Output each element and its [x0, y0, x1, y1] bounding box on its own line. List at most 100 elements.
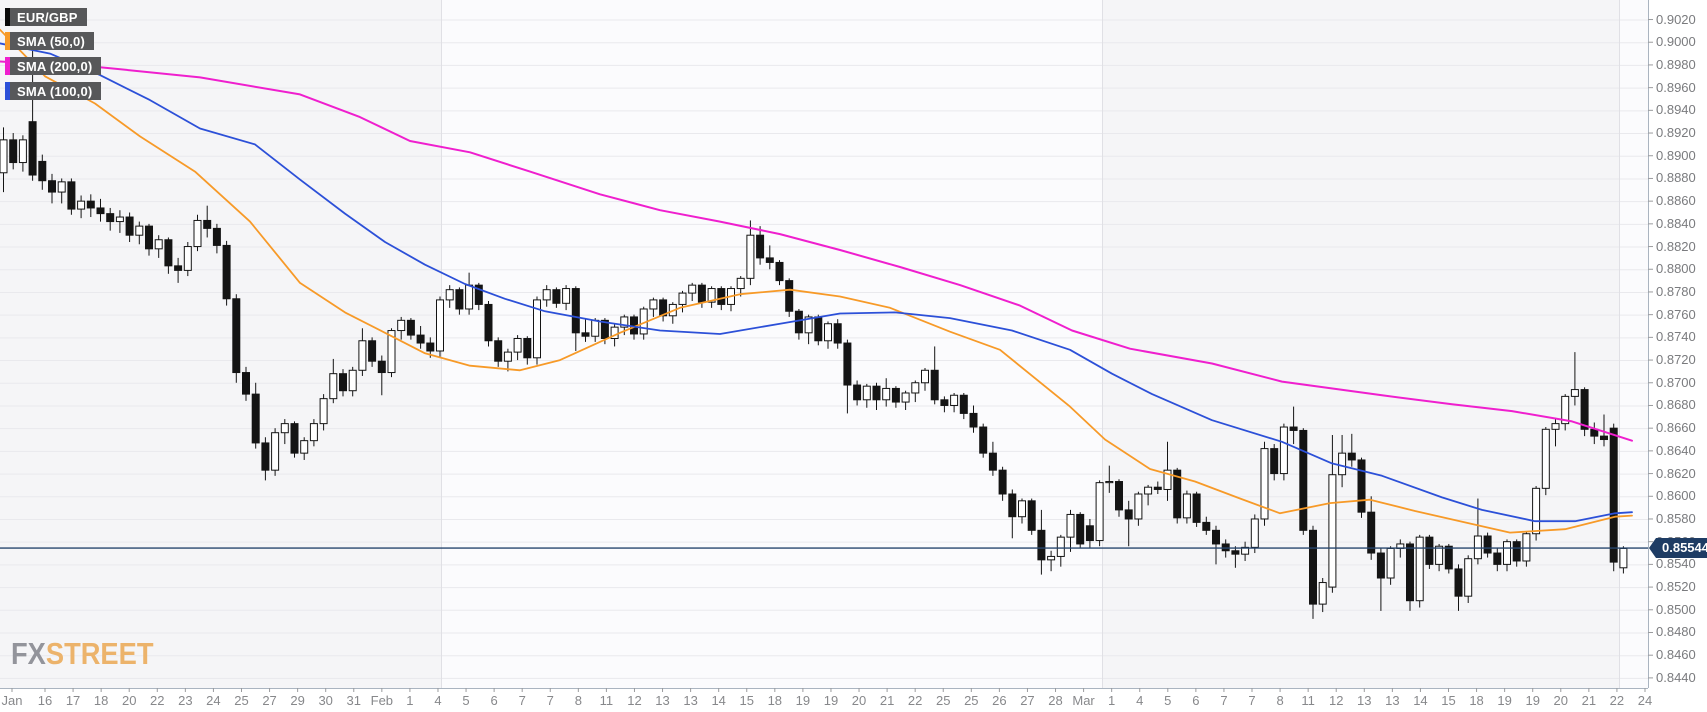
price-axis-label: 0.8480 — [1656, 624, 1696, 640]
price-axis-label: 0.8600 — [1656, 488, 1696, 504]
date-axis-label: 15 — [739, 693, 754, 708]
price-axis-label: 0.8740 — [1656, 329, 1696, 345]
price-axis-label: 0.8540 — [1656, 556, 1696, 572]
price-axis-label: 0.8640 — [1656, 442, 1696, 458]
price-axis-label: 0.8860 — [1656, 193, 1696, 209]
sma-200-line — [0, 60, 1633, 442]
date-axis-label: 13 — [1385, 693, 1400, 708]
date-axis-label: 1 — [406, 693, 414, 708]
legend-badge-sma100: SMA (100,0) — [5, 82, 102, 100]
date-axis-label: 11 — [599, 693, 614, 708]
date-axis-label: 13 — [655, 693, 670, 708]
date-axis-label: 18 — [93, 693, 109, 708]
date-axis-label: Jan — [1, 693, 23, 708]
legend-badge-sma200: SMA (200,0) — [5, 57, 102, 75]
date-axis-label: 8 — [574, 693, 582, 708]
legend-badge-symbol: EUR/GBP — [5, 8, 87, 26]
background-bands — [0, 0, 1648, 688]
date-axis-label: 22 — [907, 693, 923, 708]
date-axis-label: 14 — [711, 693, 726, 708]
date-axis-label: 26 — [992, 693, 1007, 708]
watermark-street: STREET — [45, 636, 154, 671]
legend-color-bar — [5, 82, 10, 100]
date-axis-label: 8 — [1276, 693, 1284, 708]
date-axis-label: 6 — [490, 693, 498, 708]
date-axis-label: 19 — [795, 693, 811, 708]
date-axis-label: 11 — [1301, 693, 1315, 708]
date-axis-label: 24 — [206, 693, 221, 708]
price-axis-label: 0.8500 — [1656, 601, 1696, 617]
legend-badge-sma50: SMA (50,0) — [5, 32, 94, 50]
date-axis-label: 5 — [1164, 693, 1172, 708]
price-axis-label: 0.8900 — [1656, 147, 1696, 163]
date-axis-label: Mar — [1072, 693, 1095, 708]
price-axis-label: 0.9000 — [1656, 34, 1696, 50]
price-axis-label: 0.8720 — [1656, 352, 1696, 368]
date-axis-label: 12 — [627, 693, 642, 708]
date-axis-label: 25 — [234, 693, 249, 708]
price-axis-label: 0.8980 — [1656, 56, 1696, 72]
sma-50-line — [0, 28, 1633, 534]
date-axis-label: 19 — [1525, 693, 1540, 708]
date-axis-label: 25 — [964, 693, 979, 708]
price-axis-label: 0.8580 — [1656, 510, 1696, 526]
price-axis-label: 0.8940 — [1656, 102, 1696, 118]
price-axis-label: 0.8960 — [1656, 79, 1696, 95]
date-axis-label: 7 — [1220, 693, 1228, 708]
legend-sma100-label: SMA (100,0) — [10, 82, 102, 100]
date-axis-label: 6 — [1192, 693, 1200, 708]
date-axis-label: 19 — [823, 693, 839, 708]
date-axis-label: 7 — [1248, 693, 1256, 708]
date-axis-label: 12 — [1328, 693, 1344, 708]
price-badge-arrow-icon — [1649, 538, 1656, 559]
current-price-badge: 0.85544 — [1649, 538, 1707, 559]
date-axis-label: 27 — [1020, 693, 1035, 708]
price-axis-label: 0.9020 — [1656, 11, 1696, 27]
date-axis-label: 19 — [1497, 693, 1512, 708]
date-axis-label: 17 — [65, 693, 81, 708]
price-axis-label: 0.8760 — [1656, 306, 1696, 322]
fxstreet-watermark: FXSTREET — [11, 636, 153, 672]
date-axis-label: 21 — [879, 693, 895, 708]
date-axis-label: 20 — [121, 693, 137, 708]
legend-sma50-label: SMA (50,0) — [10, 32, 94, 50]
date-axis-label: 27 — [262, 693, 277, 708]
date-axis-label: 13 — [1357, 693, 1372, 708]
price-axis-label: 0.8660 — [1656, 420, 1696, 436]
date-axis-label: 18 — [1469, 693, 1484, 708]
date-axis-label: 22 — [150, 693, 165, 708]
date-axis-label: 30 — [318, 693, 333, 708]
date-axis-label: 7 — [518, 693, 526, 708]
date-axis-label: 7 — [546, 693, 554, 708]
legend-color-bar — [5, 57, 10, 75]
legend-sma200-label: SMA (200,0) — [10, 57, 102, 75]
current-price-value: 0.85544 — [1656, 538, 1707, 559]
date-axis-label: 25 — [936, 693, 951, 708]
date-axis-label: 21 — [1581, 693, 1597, 708]
date-axis-label: 4 — [1136, 693, 1144, 708]
price-axis-label: 0.8920 — [1656, 125, 1696, 141]
price-axis-label: 0.8520 — [1656, 579, 1696, 595]
date-axis-label: 28 — [1048, 693, 1063, 708]
date-axis-label: 5 — [462, 693, 470, 708]
date-axis-label: 4 — [434, 693, 442, 708]
price-axis-label: 0.8880 — [1656, 170, 1696, 186]
price-axis-label: 0.8620 — [1656, 465, 1696, 481]
date-axis-label: 1 — [1108, 693, 1116, 708]
legend-symbol-label: EUR/GBP — [10, 8, 87, 26]
legend-color-bar — [5, 32, 10, 50]
sma-100-line — [0, 42, 1633, 523]
price-axis-label: 0.8780 — [1656, 283, 1696, 299]
date-axis-label: 13 — [683, 693, 698, 708]
axis-ticks — [11, 19, 1653, 692]
price-axis-label: 0.8440 — [1656, 669, 1696, 685]
date-axis-label: 29 — [290, 693, 305, 708]
date-axis-label: 23 — [178, 693, 193, 708]
date-axis-label: 22 — [1609, 693, 1625, 708]
date-axis-label: 20 — [1553, 693, 1568, 708]
candlestick-series — [0, 42, 1628, 619]
date-axis-label: 31 — [346, 693, 361, 708]
date-axis-label: 24 — [1637, 693, 1653, 708]
